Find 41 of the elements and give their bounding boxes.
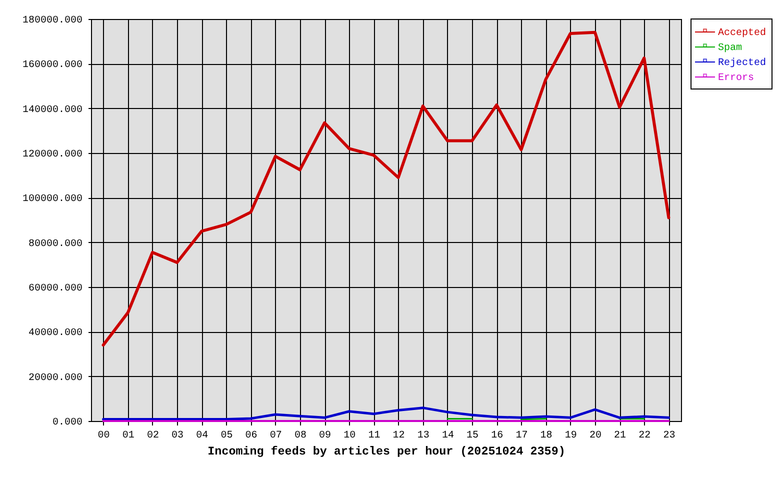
x-tick-label: 09 <box>319 430 332 442</box>
line-series <box>102 30 670 347</box>
x-tick-label: 01 <box>122 430 134 442</box>
x-tick-label: 11 <box>368 430 380 442</box>
legend-label: Errors <box>718 73 754 84</box>
x-tick-label: 03 <box>172 430 184 442</box>
x-tick-label: 16 <box>491 430 504 442</box>
x-tick-label: 12 <box>392 430 405 442</box>
x-tick-label: 05 <box>220 430 233 442</box>
x-tick-label: 00 <box>98 430 110 442</box>
x-tick-label: 19 <box>564 430 577 442</box>
x-tick-label: 21 <box>614 430 626 442</box>
x-tick-label: 20 <box>589 430 602 442</box>
x-tick-label: 14 <box>442 430 454 442</box>
x-tick-label: 23 <box>663 430 676 442</box>
y-tick-label: 160000.000 <box>22 60 82 72</box>
y-tick-label: 100000.000 <box>22 194 82 206</box>
x-tick-label: 02 <box>146 430 159 442</box>
x-tick-label: 04 <box>196 430 208 442</box>
legend-label: Rejected <box>718 57 766 69</box>
y-tick-label: 0.000 <box>52 418 82 428</box>
y-tick-label: 20000.000 <box>28 372 82 384</box>
x-tick-label: 17 <box>516 430 528 442</box>
y-tick-label: 120000.000 <box>22 150 82 160</box>
y-tick-label: 60000.000 <box>28 284 82 294</box>
legend-label: Spam <box>718 43 742 54</box>
y-tick-label: 40000.000 <box>28 328 82 340</box>
y-tick-label: 140000.000 <box>22 104 82 116</box>
y-tick-label: 180000.000 <box>22 16 82 26</box>
x-axis-title: Incoming feeds by articles per hour (20251024 2359) <box>208 444 566 458</box>
x-tick-label: 22 <box>638 430 651 442</box>
legend-label: Accepted <box>718 27 766 39</box>
x-tick-label: 13 <box>417 430 430 442</box>
line-series <box>102 406 670 420</box>
x-tick-label: 07 <box>270 430 282 442</box>
x-tick-label: 15 <box>466 430 479 442</box>
x-tick-label: 08 <box>294 430 306 442</box>
x-tick-label: 06 <box>245 430 258 442</box>
x-tick-label: 10 <box>344 430 356 442</box>
x-tick-label: 18 <box>540 430 552 442</box>
y-tick-label: 80000.000 <box>28 238 82 250</box>
